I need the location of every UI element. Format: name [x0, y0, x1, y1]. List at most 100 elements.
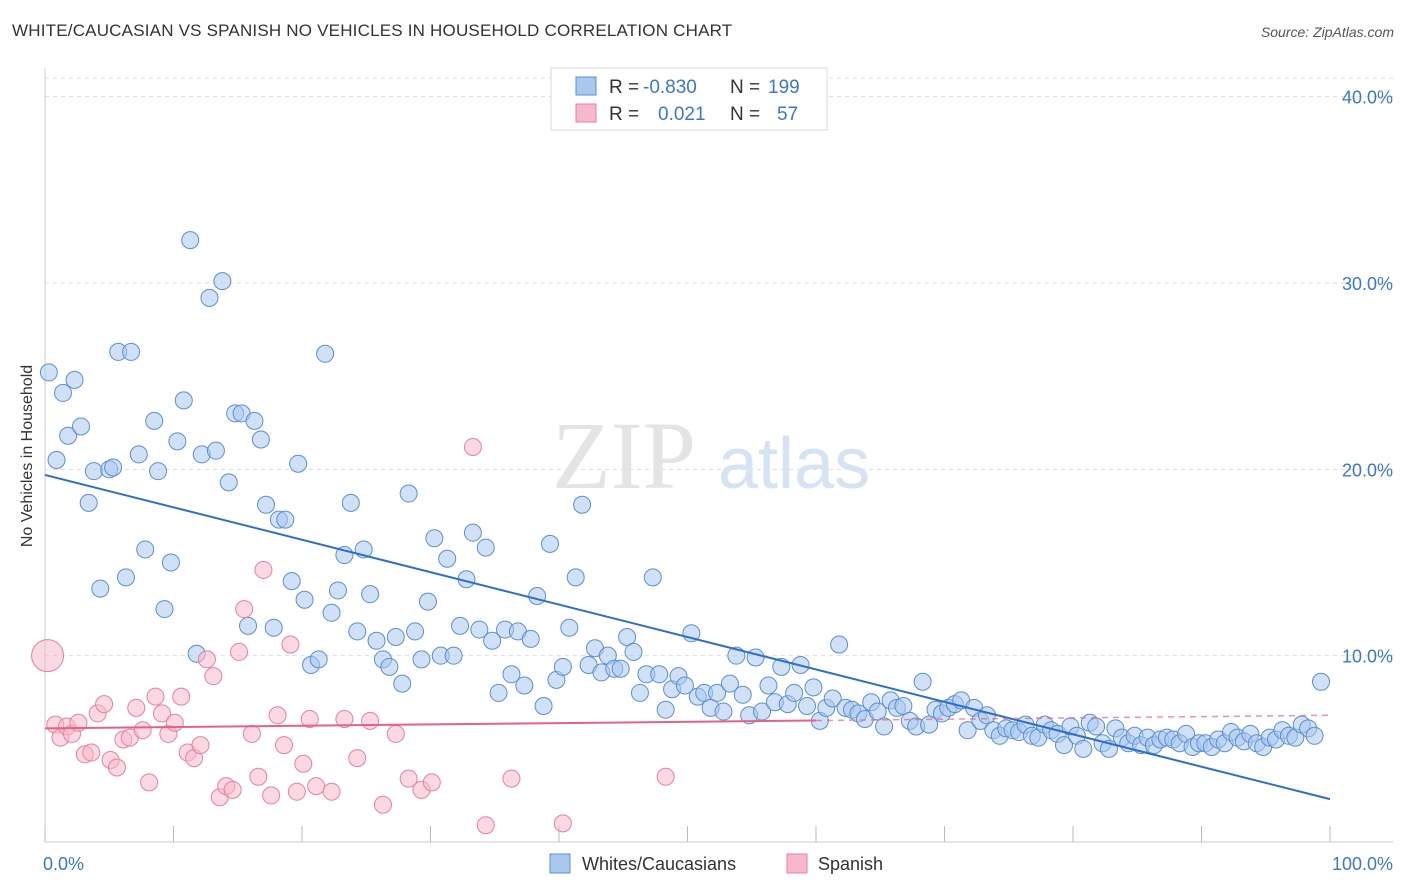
data-point-spanish	[31, 639, 65, 673]
y-tick-label: 40.0%	[1342, 88, 1393, 108]
data-point-spanish	[172, 687, 191, 706]
series-spanish-points	[31, 437, 675, 835]
data-point-whites	[264, 618, 283, 637]
data-point-whites	[309, 650, 328, 669]
data-point-whites	[425, 529, 444, 548]
legend-top-swatch-blue	[575, 76, 597, 96]
data-point-whites	[316, 344, 335, 363]
data-point-spanish	[152, 704, 171, 723]
data-point-whites	[720, 674, 739, 693]
data-point-whites	[573, 495, 592, 514]
y-tick-label: 30.0%	[1342, 274, 1393, 294]
data-point-whites	[39, 363, 58, 382]
data-point-whites	[84, 462, 103, 481]
data-point-whites	[656, 700, 675, 719]
data-point-whites	[65, 370, 84, 389]
data-point-whites	[47, 451, 66, 469]
data-point-spanish	[242, 724, 261, 743]
data-point-spanish	[294, 754, 313, 773]
y-axis-label: No Vehicles in Household	[19, 364, 36, 548]
data-point-spanish	[127, 698, 146, 717]
legend-label-spanish: Spanish	[818, 854, 883, 874]
data-point-spanish	[235, 600, 254, 619]
data-point-spanish	[348, 749, 367, 768]
legend-top-frame	[550, 67, 828, 131]
data-point-whites	[463, 523, 482, 542]
data-point-spanish	[249, 767, 268, 786]
data-point-whites	[894, 696, 913, 715]
data-point-whites	[367, 631, 386, 650]
legend-top-swatch-pink	[575, 103, 597, 123]
data-point-whites	[515, 676, 534, 695]
data-point-whites	[502, 665, 521, 684]
data-point-whites	[79, 493, 98, 512]
data-point-whites	[1074, 739, 1093, 758]
data-point-whites	[804, 678, 823, 697]
data-point-whites	[708, 683, 727, 702]
data-point-spanish	[476, 816, 495, 835]
data-point-whites	[206, 441, 225, 460]
data-point-spanish	[373, 795, 392, 814]
data-point-whites	[630, 683, 649, 702]
data-point-spanish	[230, 642, 249, 661]
trend-line-whites	[44, 473, 1331, 801]
data-point-spanish	[361, 711, 380, 730]
data-point-whites	[145, 411, 164, 430]
data-point-whites	[643, 568, 662, 587]
data-point-spanish	[502, 769, 521, 788]
data-point-whites	[361, 585, 380, 604]
watermark-atlas: atlas	[718, 424, 870, 504]
data-point-whites	[181, 231, 200, 250]
legend-top-r-value: 0.021	[658, 104, 706, 125]
data-point-whites	[200, 288, 219, 307]
data-point-spanish	[335, 710, 354, 729]
data-point-spanish	[399, 769, 418, 788]
legend-bottom[interactable]: Whites/Caucasians Spanish	[549, 853, 883, 874]
x-tick-label: 100.0%	[1332, 854, 1393, 874]
data-point-spanish	[287, 782, 306, 801]
data-point-whites	[785, 683, 804, 702]
data-point-spanish	[386, 724, 405, 743]
data-point-spanish	[254, 560, 273, 579]
data-point-spanish	[553, 814, 572, 833]
data-point-whites	[553, 657, 572, 676]
data-point-whites	[675, 676, 694, 695]
data-point-whites	[289, 454, 308, 473]
data-point-spanish	[268, 706, 287, 725]
data-point-whites	[168, 432, 187, 451]
data-point-whites	[541, 534, 560, 553]
legend-top-r-label: R =	[609, 104, 639, 125]
x-tick-labels: 0.0% 100.0%	[43, 854, 1393, 874]
data-point-whites	[624, 642, 643, 661]
data-point-whites	[1055, 736, 1074, 755]
data-point-whites	[444, 646, 463, 665]
data-point-whites	[560, 618, 579, 637]
data-point-whites	[406, 622, 425, 641]
data-point-spanish	[191, 736, 210, 755]
data-point-whites	[348, 622, 367, 641]
data-point-whites	[476, 538, 495, 557]
data-point-whites	[611, 659, 630, 678]
data-point-whites	[257, 495, 276, 514]
data-point-spanish	[165, 713, 184, 732]
data-point-spanish	[307, 777, 326, 796]
data-point-spanish	[322, 782, 341, 801]
data-point-whites	[528, 587, 547, 606]
data-point-whites	[483, 631, 502, 650]
data-point-whites	[618, 628, 637, 647]
legend-top-n-value: 199	[768, 77, 800, 98]
data-point-whites	[746, 648, 765, 667]
data-point-whites	[59, 426, 78, 445]
data-point-spanish	[204, 667, 223, 686]
axes	[44, 68, 1393, 843]
data-point-whites	[875, 717, 894, 736]
data-point-whites	[714, 702, 733, 721]
source-label: Source: ZipAtlas.com	[1260, 24, 1394, 40]
data-point-whites	[733, 685, 752, 704]
data-point-whites	[239, 616, 258, 635]
data-point-whites	[830, 635, 849, 654]
legend-top-n-label: N =	[730, 104, 760, 125]
legend-top-n-label: N =	[730, 77, 760, 98]
legend-swatch-spanish	[786, 853, 808, 874]
